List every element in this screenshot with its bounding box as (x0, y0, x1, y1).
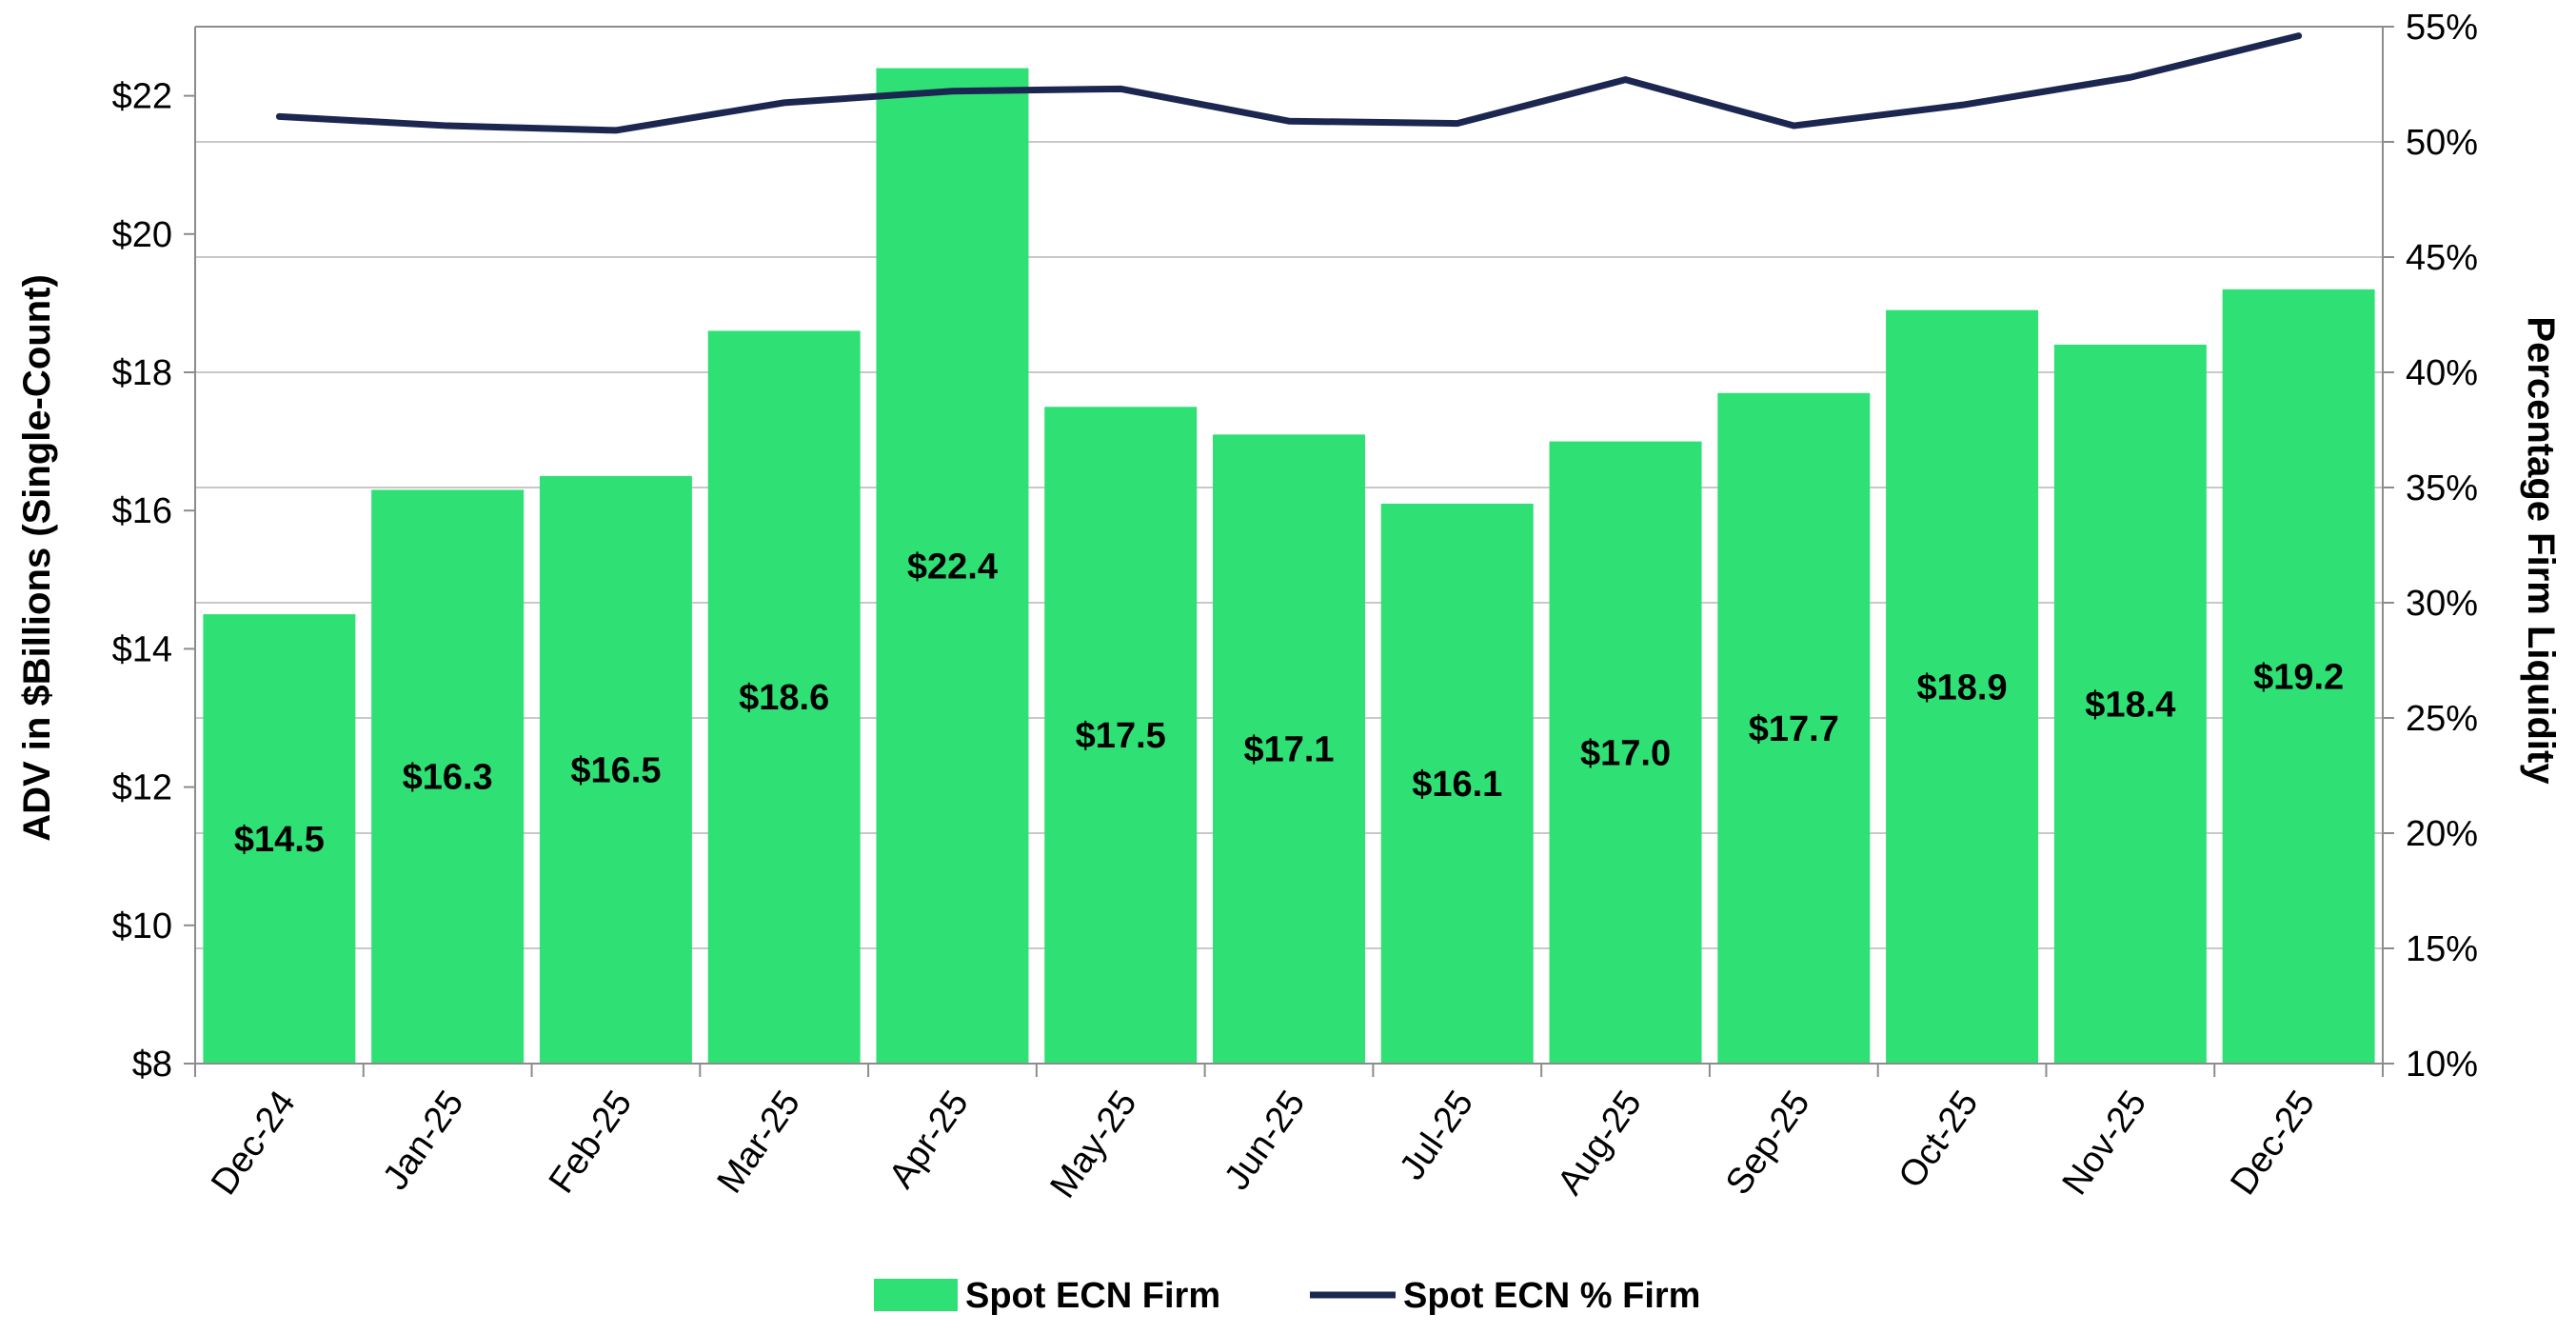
x-tick-label: Aug-25 (1550, 1084, 1650, 1202)
legend-label-bars: Spot ECN Firm (965, 1276, 1220, 1316)
data-label: $14.5 (234, 820, 325, 860)
y2-tick-label: 10% (2406, 1045, 2478, 1085)
data-label: $18.9 (1917, 667, 2008, 707)
axes (184, 26, 2394, 1077)
bar-Dec-25 (2222, 289, 2375, 1064)
line-spot-ecn-pct-firm (275, 32, 2303, 134)
bar-Sep-25 (1717, 392, 1871, 1064)
y-tick-label: $8 (132, 1045, 172, 1085)
legend: Spot ECN Firm Spot ECN % Firm (874, 1276, 1700, 1316)
bar-series (203, 68, 2375, 1065)
y2-tick-label: 50% (2406, 123, 2478, 163)
bar-Jan-25 (371, 489, 525, 1064)
y2-tick-label: 35% (2406, 468, 2478, 508)
data-label: $17.7 (1749, 709, 1839, 749)
data-labels: $14.5 $16.3 $16.5 $18.6 $22.4 $17.5 $17.1 $16.1… (234, 547, 2344, 860)
y-axis-title: ADV in $Billions (Single-Count) (16, 274, 58, 842)
x-tick-label: Oct-25 (1892, 1084, 1987, 1196)
x-tick-label: Mar-25 (710, 1084, 808, 1201)
x-tick-label: Apr-25 (882, 1084, 977, 1196)
legend-swatch-bars (874, 1279, 958, 1311)
x-tick-label: Sep-25 (1718, 1084, 1818, 1202)
bar-Apr-25 (876, 68, 1029, 1064)
data-label: $18.4 (2085, 685, 2175, 725)
y2-tick-label: 15% (2406, 929, 2478, 969)
y-tick-label: $16 (112, 491, 172, 531)
y2-axis-title: Percentage Firm Liquidity (2520, 316, 2562, 785)
x-tick-label: Feb-25 (542, 1084, 640, 1201)
y-tick-label: $18 (112, 353, 172, 393)
data-label: $17.0 (1580, 733, 1671, 773)
y-tick-label: $20 (112, 215, 172, 255)
y2-tick-label: 55% (2406, 8, 2478, 48)
y2-tick-label: 25% (2406, 699, 2478, 739)
data-label: $22.4 (907, 547, 998, 587)
x-tick-label: Jun-25 (1217, 1084, 1313, 1197)
bar-Nov-25 (2053, 344, 2207, 1065)
bar-Aug-25 (1549, 441, 1702, 1065)
x-tick-label: May-25 (1043, 1084, 1145, 1205)
y-tick-label: $22 (112, 77, 172, 117)
x-tick-label: Dec-24 (204, 1084, 304, 1202)
y2-tick-label: 45% (2406, 238, 2478, 278)
bar-Feb-25 (539, 475, 692, 1064)
data-label: $18.6 (739, 678, 829, 718)
bar-May-25 (1044, 407, 1198, 1064)
data-label: $16.5 (570, 750, 661, 790)
x-tick-label: Jan-25 (375, 1084, 471, 1197)
data-label: $17.1 (1243, 730, 1334, 770)
y2-tick-label: 30% (2406, 584, 2478, 624)
bar-Jun-25 (1213, 434, 1365, 1065)
data-label: $16.1 (1412, 765, 1502, 805)
y-tick-label: $12 (112, 768, 172, 808)
bar-Oct-25 (1886, 309, 2039, 1064)
y2-tick-label: 40% (2406, 353, 2478, 393)
y-tick-label: $10 (112, 906, 172, 946)
bar-Mar-25 (707, 330, 861, 1064)
y2-tick-label: 20% (2406, 814, 2478, 854)
line-series (275, 32, 2303, 134)
bar-Jul-25 (1380, 503, 1534, 1064)
x-tick-label: Jul-25 (1392, 1084, 1481, 1187)
y-tick-label: $14 (112, 629, 172, 669)
data-label: $17.5 (1076, 716, 1166, 756)
data-label: $19.2 (2253, 657, 2344, 697)
legend-label-line: Spot ECN % Firm (1403, 1276, 1700, 1316)
x-tick-label: Nov-25 (2055, 1084, 2155, 1202)
x-tick-label: Dec-25 (2223, 1084, 2323, 1202)
data-label: $16.3 (403, 758, 493, 798)
bar-Dec-24 (203, 614, 356, 1064)
